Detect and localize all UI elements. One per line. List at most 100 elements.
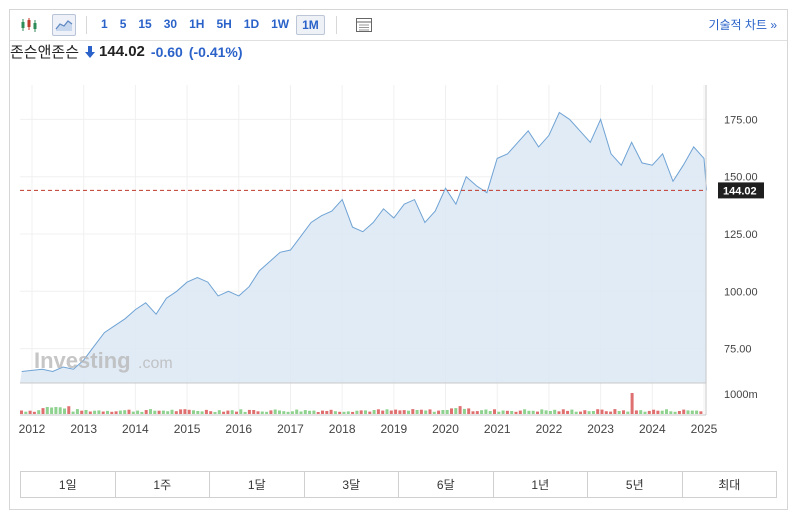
period-button-7[interactable]: 최대 xyxy=(718,478,741,492)
interval-button-1d[interactable]: 1D xyxy=(243,17,260,31)
chart-toolbar: 1 5 15 30 1H 5H 1D 1W 1M 기술적 차트 » xyxy=(10,10,787,41)
volume-bar xyxy=(686,410,690,414)
volume-bar xyxy=(84,410,88,414)
volume-bar xyxy=(316,412,320,414)
volume-bar xyxy=(548,411,552,414)
interval-button-15[interactable]: 15 xyxy=(138,17,152,31)
technical-chart-link[interactable]: 기술적 차트 » xyxy=(708,18,777,32)
volume-bar xyxy=(32,411,36,414)
volume-bar xyxy=(450,408,453,414)
volume-bar xyxy=(118,410,122,414)
volume-bar xyxy=(626,411,630,414)
interval-button-1m[interactable]: 1M xyxy=(296,15,325,35)
volume-bar xyxy=(269,410,273,414)
volume-bar xyxy=(639,410,643,414)
volume-bar xyxy=(286,411,290,414)
volume-bar xyxy=(372,410,376,414)
volume-bar xyxy=(114,411,118,414)
volume-bar xyxy=(604,411,608,414)
volume-bar xyxy=(256,411,260,414)
interval-button-5[interactable]: 5 xyxy=(119,17,127,31)
volume-bar xyxy=(695,410,699,414)
volume-bar xyxy=(187,409,191,414)
volume-bar xyxy=(338,411,342,414)
volume-bar xyxy=(157,410,161,414)
volume-bar xyxy=(308,410,312,414)
volume-bar xyxy=(41,408,45,414)
instrument-name: 존슨앤존슨 xyxy=(10,44,80,61)
volume-bar xyxy=(510,411,514,414)
price-chart[interactable]: 75.00 100.00 125.00 150.00 175.00 144.02 1000m… xyxy=(0,0,798,470)
volume-bar xyxy=(342,411,346,414)
candlestick-icon[interactable] xyxy=(18,15,40,35)
volume-bar xyxy=(282,411,286,414)
volume-bar xyxy=(475,411,479,414)
volume-bar xyxy=(630,393,634,414)
period-button-1[interactable]: 1주 xyxy=(116,472,210,497)
investing-watermark: Investing xyxy=(34,348,131,373)
last-price-badge-label: 144.02 xyxy=(723,185,757,197)
interval-button-30[interactable]: 30 xyxy=(163,17,178,31)
y-tick-label: 125.00 xyxy=(724,229,758,241)
volume-bar xyxy=(204,409,208,414)
volume-bar xyxy=(97,410,101,414)
y-tick-label: 150.00 xyxy=(724,172,758,184)
x-tick-label: 2020 xyxy=(432,422,459,436)
volume-bar xyxy=(346,411,350,414)
volume-bar xyxy=(170,409,174,414)
volume-bar xyxy=(566,410,570,414)
period-button-6[interactable]: 5년 xyxy=(588,472,683,497)
period-button-0[interactable]: 1일 xyxy=(21,472,116,497)
volume-bar xyxy=(179,409,183,414)
volume-bar xyxy=(652,409,656,414)
volume-bar xyxy=(583,410,587,414)
volume-bar xyxy=(239,409,243,414)
interval-button-1w[interactable]: 1W xyxy=(271,17,290,31)
volume-bar xyxy=(441,410,445,414)
period-selector: 1일 1주 1달 3달 6달 1년 5년 최대 xyxy=(20,471,777,498)
volume-bar xyxy=(359,410,363,414)
volume-bar xyxy=(58,407,62,414)
period-button-5[interactable]: 1년 xyxy=(494,472,588,497)
volume-bar xyxy=(682,409,686,414)
x-tick-label: 2023 xyxy=(587,422,614,436)
volume-bar xyxy=(660,410,664,414)
down-arrow-icon xyxy=(85,45,96,58)
x-tick-label: 2022 xyxy=(536,422,563,436)
volume-bar xyxy=(226,410,230,414)
period-button-4[interactable]: 6달 xyxy=(399,472,494,497)
volume-bar xyxy=(523,409,527,414)
interval-button-5h[interactable]: 5H xyxy=(216,17,232,31)
volume-bar xyxy=(290,411,294,414)
volume-bar xyxy=(75,409,79,414)
volume-bar xyxy=(321,410,324,414)
period-button-3[interactable]: 3달 xyxy=(305,472,399,497)
volume-bar xyxy=(80,410,84,414)
volume-bar xyxy=(235,411,238,414)
last-price-badge xyxy=(718,182,764,199)
volume-bar xyxy=(265,411,269,414)
volume-bar xyxy=(407,410,410,414)
volume-bar xyxy=(656,410,660,414)
volume-bar xyxy=(303,410,307,414)
volume-bar xyxy=(295,409,299,414)
volume-bar xyxy=(665,409,668,414)
table-view-icon[interactable] xyxy=(353,15,375,35)
investing-watermark-suffix: .com xyxy=(138,355,173,372)
volume-bar xyxy=(153,410,157,414)
volume-bar xyxy=(24,411,28,414)
volume-bar xyxy=(385,409,389,414)
x-tick-label: 2012 xyxy=(19,422,46,436)
period-button-2[interactable]: 1달 xyxy=(210,472,305,497)
interval-button-1[interactable]: 1 xyxy=(101,17,108,31)
volume-bar xyxy=(355,410,359,414)
volume-bar xyxy=(699,411,703,414)
interval-button-1h[interactable]: 1H xyxy=(189,17,205,31)
volume-bar xyxy=(123,410,127,414)
x-tick-label: 2013 xyxy=(70,422,97,436)
area-chart-icon[interactable] xyxy=(52,14,76,36)
y-tick-label: 100.00 xyxy=(724,286,758,298)
price-change: -0.60 xyxy=(150,43,183,60)
x-tick-label: 2019 xyxy=(380,422,407,436)
volume-bar xyxy=(561,409,565,414)
